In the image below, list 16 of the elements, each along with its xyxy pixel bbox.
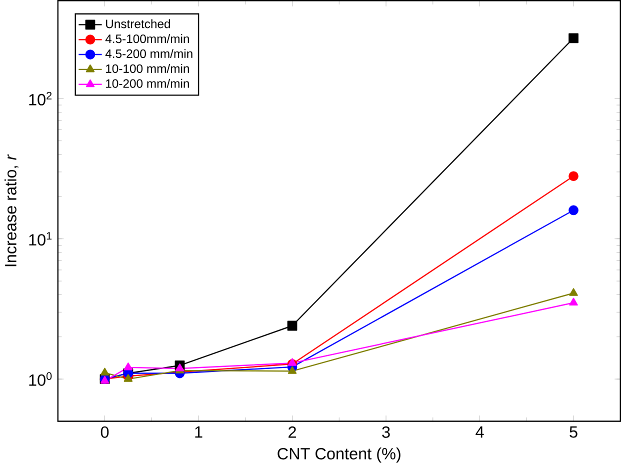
legend-label: 10-100 mm/min	[106, 64, 189, 73]
legend-label: 10-200 mm/min	[106, 78, 189, 88]
x-tick-label: 2	[288, 426, 296, 438]
x-tick-label: 3	[382, 426, 390, 438]
y-axis-title: Increase ratio, r	[4, 154, 18, 266]
legend-label: 4.5-200 mm/min	[105, 49, 192, 58]
y-tick-label: 10$^{0}$	[29, 372, 52, 386]
x-tick-label: 1	[195, 426, 202, 438]
y-tick-label: 10$^{2}$	[29, 92, 52, 106]
legend-label: Unstretched	[106, 19, 170, 28]
y-tick-label: 10$^{1}$	[29, 232, 52, 246]
x-tick-label: 0	[100, 426, 109, 438]
x-axis-title: CNT Content (%)	[278, 447, 400, 463]
x-tick-label: 4	[476, 426, 484, 438]
legend-label: 4.5-100mm/min	[105, 34, 189, 44]
x-tick-label: 5	[570, 426, 578, 438]
